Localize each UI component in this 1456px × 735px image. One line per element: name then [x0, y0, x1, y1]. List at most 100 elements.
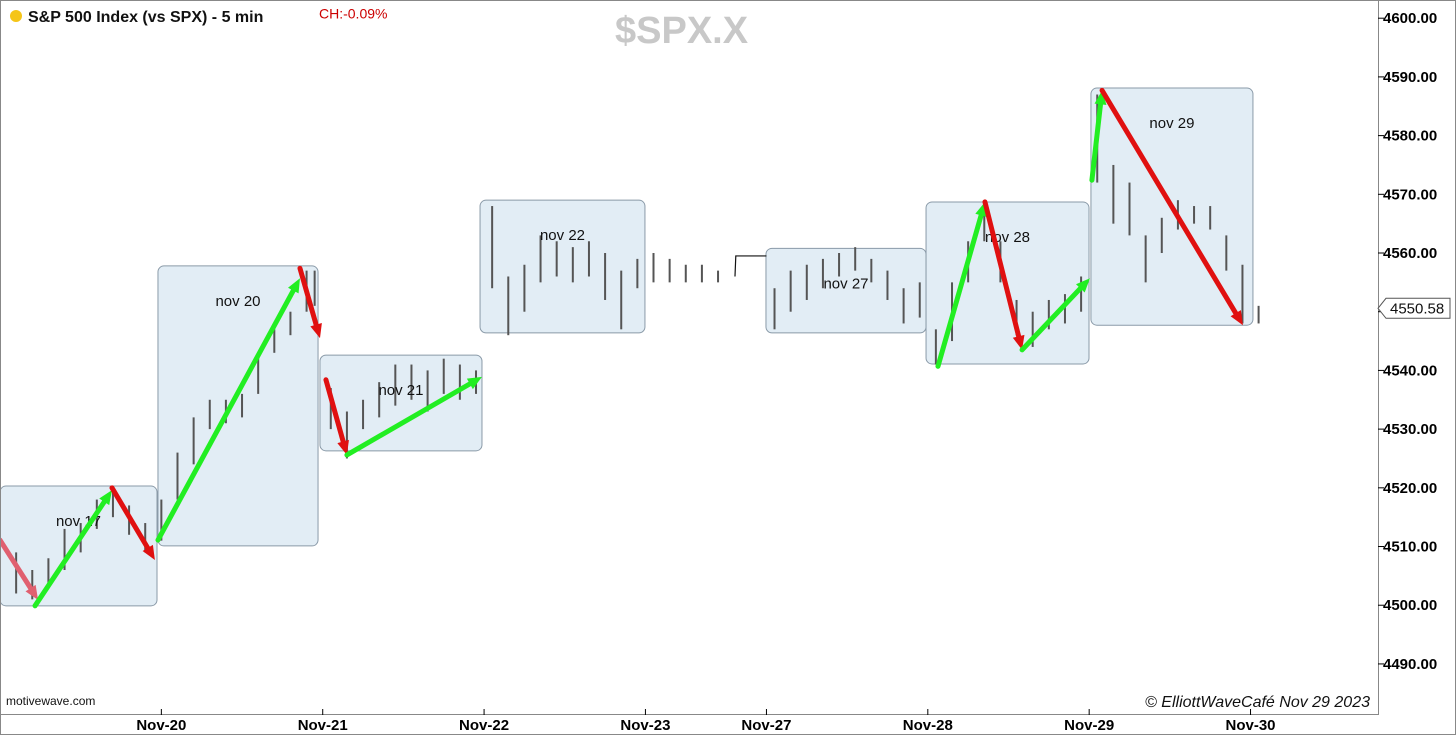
trend-arrow [323, 377, 346, 444]
price-bar [426, 370, 429, 412]
x-tick-label: Nov-21 [298, 717, 348, 734]
copyright: © ElliottWaveCafé Nov 29 2023 [1145, 694, 1370, 711]
y-tick-label: 4560.00 [1383, 245, 1437, 262]
price-bar [192, 417, 195, 465]
price-bar [345, 411, 348, 459]
y-tick-label: 4500.00 [1383, 597, 1437, 614]
price-bar [789, 270, 792, 312]
trend-arrow [1089, 101, 1104, 183]
arrow-head [25, 584, 39, 600]
price-bar [604, 253, 607, 300]
arrow-head [1075, 278, 1090, 293]
day-box [157, 265, 319, 547]
arrow-head [288, 278, 300, 294]
x-tick-label: Nov-29 [1064, 717, 1114, 734]
arrow-head [99, 490, 112, 506]
price-bar [1112, 164, 1115, 224]
price-bar [1063, 294, 1066, 324]
x-tick-label: Nov-23 [620, 717, 670, 734]
price-bar [289, 311, 292, 336]
price-bar [523, 264, 526, 312]
y-tick-label: 4600.00 [1383, 10, 1437, 27]
price-bar [983, 206, 986, 242]
day-box [319, 354, 483, 452]
price-bar [684, 264, 687, 283]
price-bar [378, 382, 381, 418]
price-bar [1080, 276, 1083, 312]
price-bar [587, 241, 590, 277]
arrow-head [310, 323, 322, 339]
holiday-line [734, 255, 767, 277]
x-tick-label: Nov-20 [136, 717, 186, 734]
source-label: motivewave.com [6, 694, 95, 708]
y-tick-label: 4580.00 [1383, 128, 1437, 145]
price-bar [160, 499, 163, 541]
price-bar [1257, 305, 1260, 324]
y-tick-label: 4490.00 [1383, 656, 1437, 673]
price-bar [1031, 311, 1034, 347]
price-bar [652, 253, 655, 283]
watermark: $SPX.X [615, 10, 749, 52]
price-bar [442, 358, 445, 394]
price-bar [1193, 206, 1196, 224]
price-bar [410, 364, 413, 400]
trend-arrow [982, 199, 1022, 339]
y-tick-label: 4540.00 [1383, 362, 1437, 379]
price-bar [854, 247, 857, 271]
arrow-head [142, 544, 155, 561]
trend-arrow [297, 265, 319, 328]
price-bar [902, 288, 905, 324]
price-bar [257, 352, 260, 394]
price-bar [1225, 235, 1228, 271]
trend-arrow [344, 381, 473, 458]
price-bar [144, 523, 147, 553]
day-box [0, 485, 158, 607]
price-bar [636, 258, 639, 289]
box-label: nov 22 [540, 227, 585, 244]
x-tick-label: Nov-30 [1226, 717, 1276, 734]
last-price-box [1377, 297, 1451, 319]
arrow-head [1230, 310, 1243, 326]
price-bar [870, 258, 873, 283]
trend-arrow [1099, 87, 1239, 316]
box-label: nov 27 [823, 275, 868, 292]
price-bar [31, 570, 34, 600]
price-bar [838, 253, 841, 277]
chart-title: S&P 500 Index (vs SPX) - 5 min [28, 9, 263, 26]
price-bar [1144, 235, 1147, 283]
price-bar [458, 364, 461, 400]
price-bar [620, 270, 623, 330]
price-bar [934, 329, 937, 365]
trend-arrow [1019, 285, 1083, 353]
y-tick-label: 4590.00 [1383, 69, 1437, 86]
y-tick-label: 4530.00 [1383, 421, 1437, 438]
change-label: CH:-0.09% [319, 6, 387, 22]
x-tick-label: Nov-28 [903, 717, 953, 734]
price-bar [717, 270, 720, 283]
price-bar [1241, 264, 1244, 324]
box-label: nov 20 [215, 293, 260, 310]
box-label: nov 29 [1149, 115, 1194, 132]
price-bar [773, 288, 776, 330]
y-tick-label: 4570.00 [1383, 186, 1437, 203]
price-bar [491, 206, 494, 289]
price-bar [63, 528, 66, 571]
box-label: nov 21 [378, 382, 423, 399]
price-bar [241, 393, 244, 418]
price-bar [571, 247, 574, 283]
day-box [479, 199, 646, 334]
trend-arrow [155, 288, 296, 543]
x-tick-label: Nov-27 [741, 717, 791, 734]
price-bar [1047, 299, 1050, 330]
y-tick-label: 4510.00 [1383, 538, 1437, 555]
price-bar [507, 276, 510, 336]
status-dot [10, 10, 22, 22]
trend-arrow [109, 485, 151, 551]
arrow-head [1012, 334, 1025, 350]
price-bar [1160, 217, 1163, 254]
price-bar [805, 264, 808, 300]
price-bar [362, 399, 365, 430]
price-bar [394, 364, 397, 406]
